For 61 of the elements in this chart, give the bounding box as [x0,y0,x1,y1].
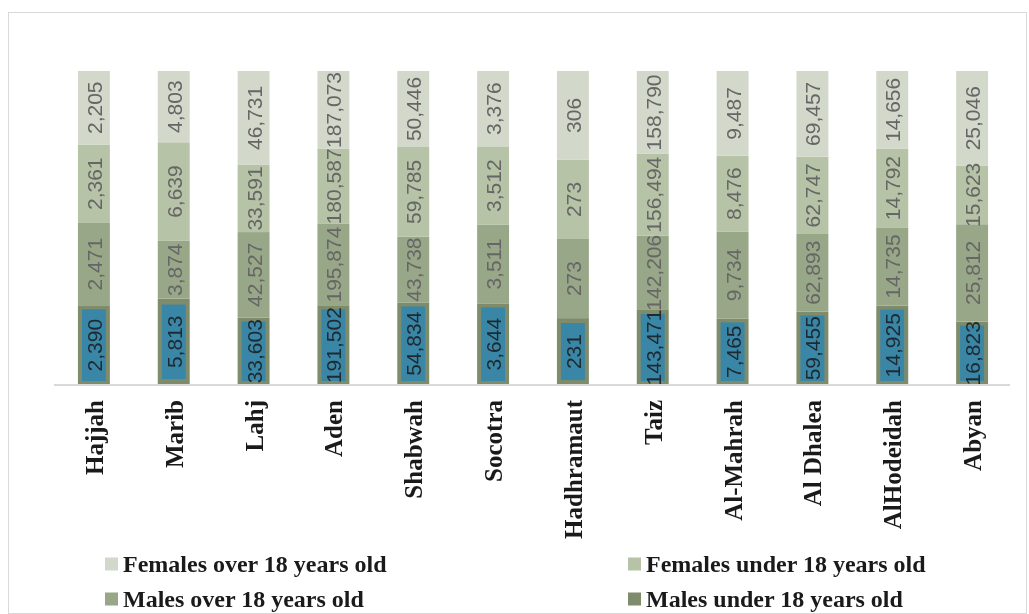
x-tick-label: Shabwah [399,399,427,499]
x-tick-label: Aden [319,399,347,457]
x-tick-label: AlHodeidah [878,399,906,530]
x-tick-label: Lahj [240,400,268,452]
annotation: 62,893 [800,240,824,305]
annotation: 14,792 [880,156,904,221]
annotation: 25,812 [960,240,984,306]
annotation: 54,834 [401,311,425,376]
annotation: 273 [561,181,585,217]
annotation: 16,823 [960,321,984,386]
legend-label: Males under 18 years old [646,586,904,612]
annotation: 46,731 [242,85,266,151]
annotation: 42,527 [242,242,266,307]
annotation: 231 [561,334,585,370]
annotation: 3,512 [481,159,505,212]
annotation: 195,874 [321,226,345,303]
x-tick-label: Al-Mahrah [719,399,747,521]
annotation: 15,623 [960,162,984,227]
legend-label: Females under 18 years old [646,551,927,577]
annotation: 14,735 [880,234,904,299]
annotation: 273 [561,261,585,297]
annotation: 3,644 [481,317,505,371]
legend-label: Females over 18 years old [123,551,388,577]
annotation: 180,587 [321,148,345,225]
annotation: 2,361 [82,157,106,211]
x-tick-label: Abyan [958,399,986,471]
bar [556,71,589,160]
annotation: 2,205 [82,81,106,135]
annotation: 8,476 [721,167,745,220]
annotation: 25,046 [960,86,984,151]
annotation: 306 [561,97,585,133]
annotation: 187,073 [321,71,345,148]
x-tick-label: Taiz [639,400,667,445]
x-tick-label: Socotra [479,399,507,482]
annotation: 2,390 [82,318,106,372]
annotation: 50,446 [401,76,425,142]
annotation: 9,487 [721,87,745,140]
annotation: 3,376 [481,82,505,135]
annotation: 156,494 [641,156,665,233]
annotation: 4,803 [162,80,186,133]
annotation: 3,511 [481,238,505,290]
annotation: 69,457 [800,81,824,146]
annotation: 158,790 [641,74,665,151]
annotation: 2,471 [82,237,106,291]
annotation: 9,734 [721,248,745,302]
x-tick-label: Hajjah [80,399,108,475]
x-tick-label: Marib [160,400,188,469]
annotation: 6,639 [162,165,186,218]
annotation: 43,738 [401,237,425,302]
annotation: 59,785 [401,159,425,225]
annotation: 33,591 [242,166,266,231]
annotation: 62,747 [800,163,824,228]
bar [556,159,589,239]
bar [556,238,589,319]
annotation: 3,874 [162,243,186,297]
annotation: 142,206 [641,234,665,311]
x-tick-label: Al Dhalea [798,399,826,507]
annotation: 14,656 [880,77,904,143]
legend-label: Males over 18 years old [123,586,365,612]
annotation: 5,813 [162,315,186,369]
x-tick-label: Hadhramaut [559,399,587,539]
